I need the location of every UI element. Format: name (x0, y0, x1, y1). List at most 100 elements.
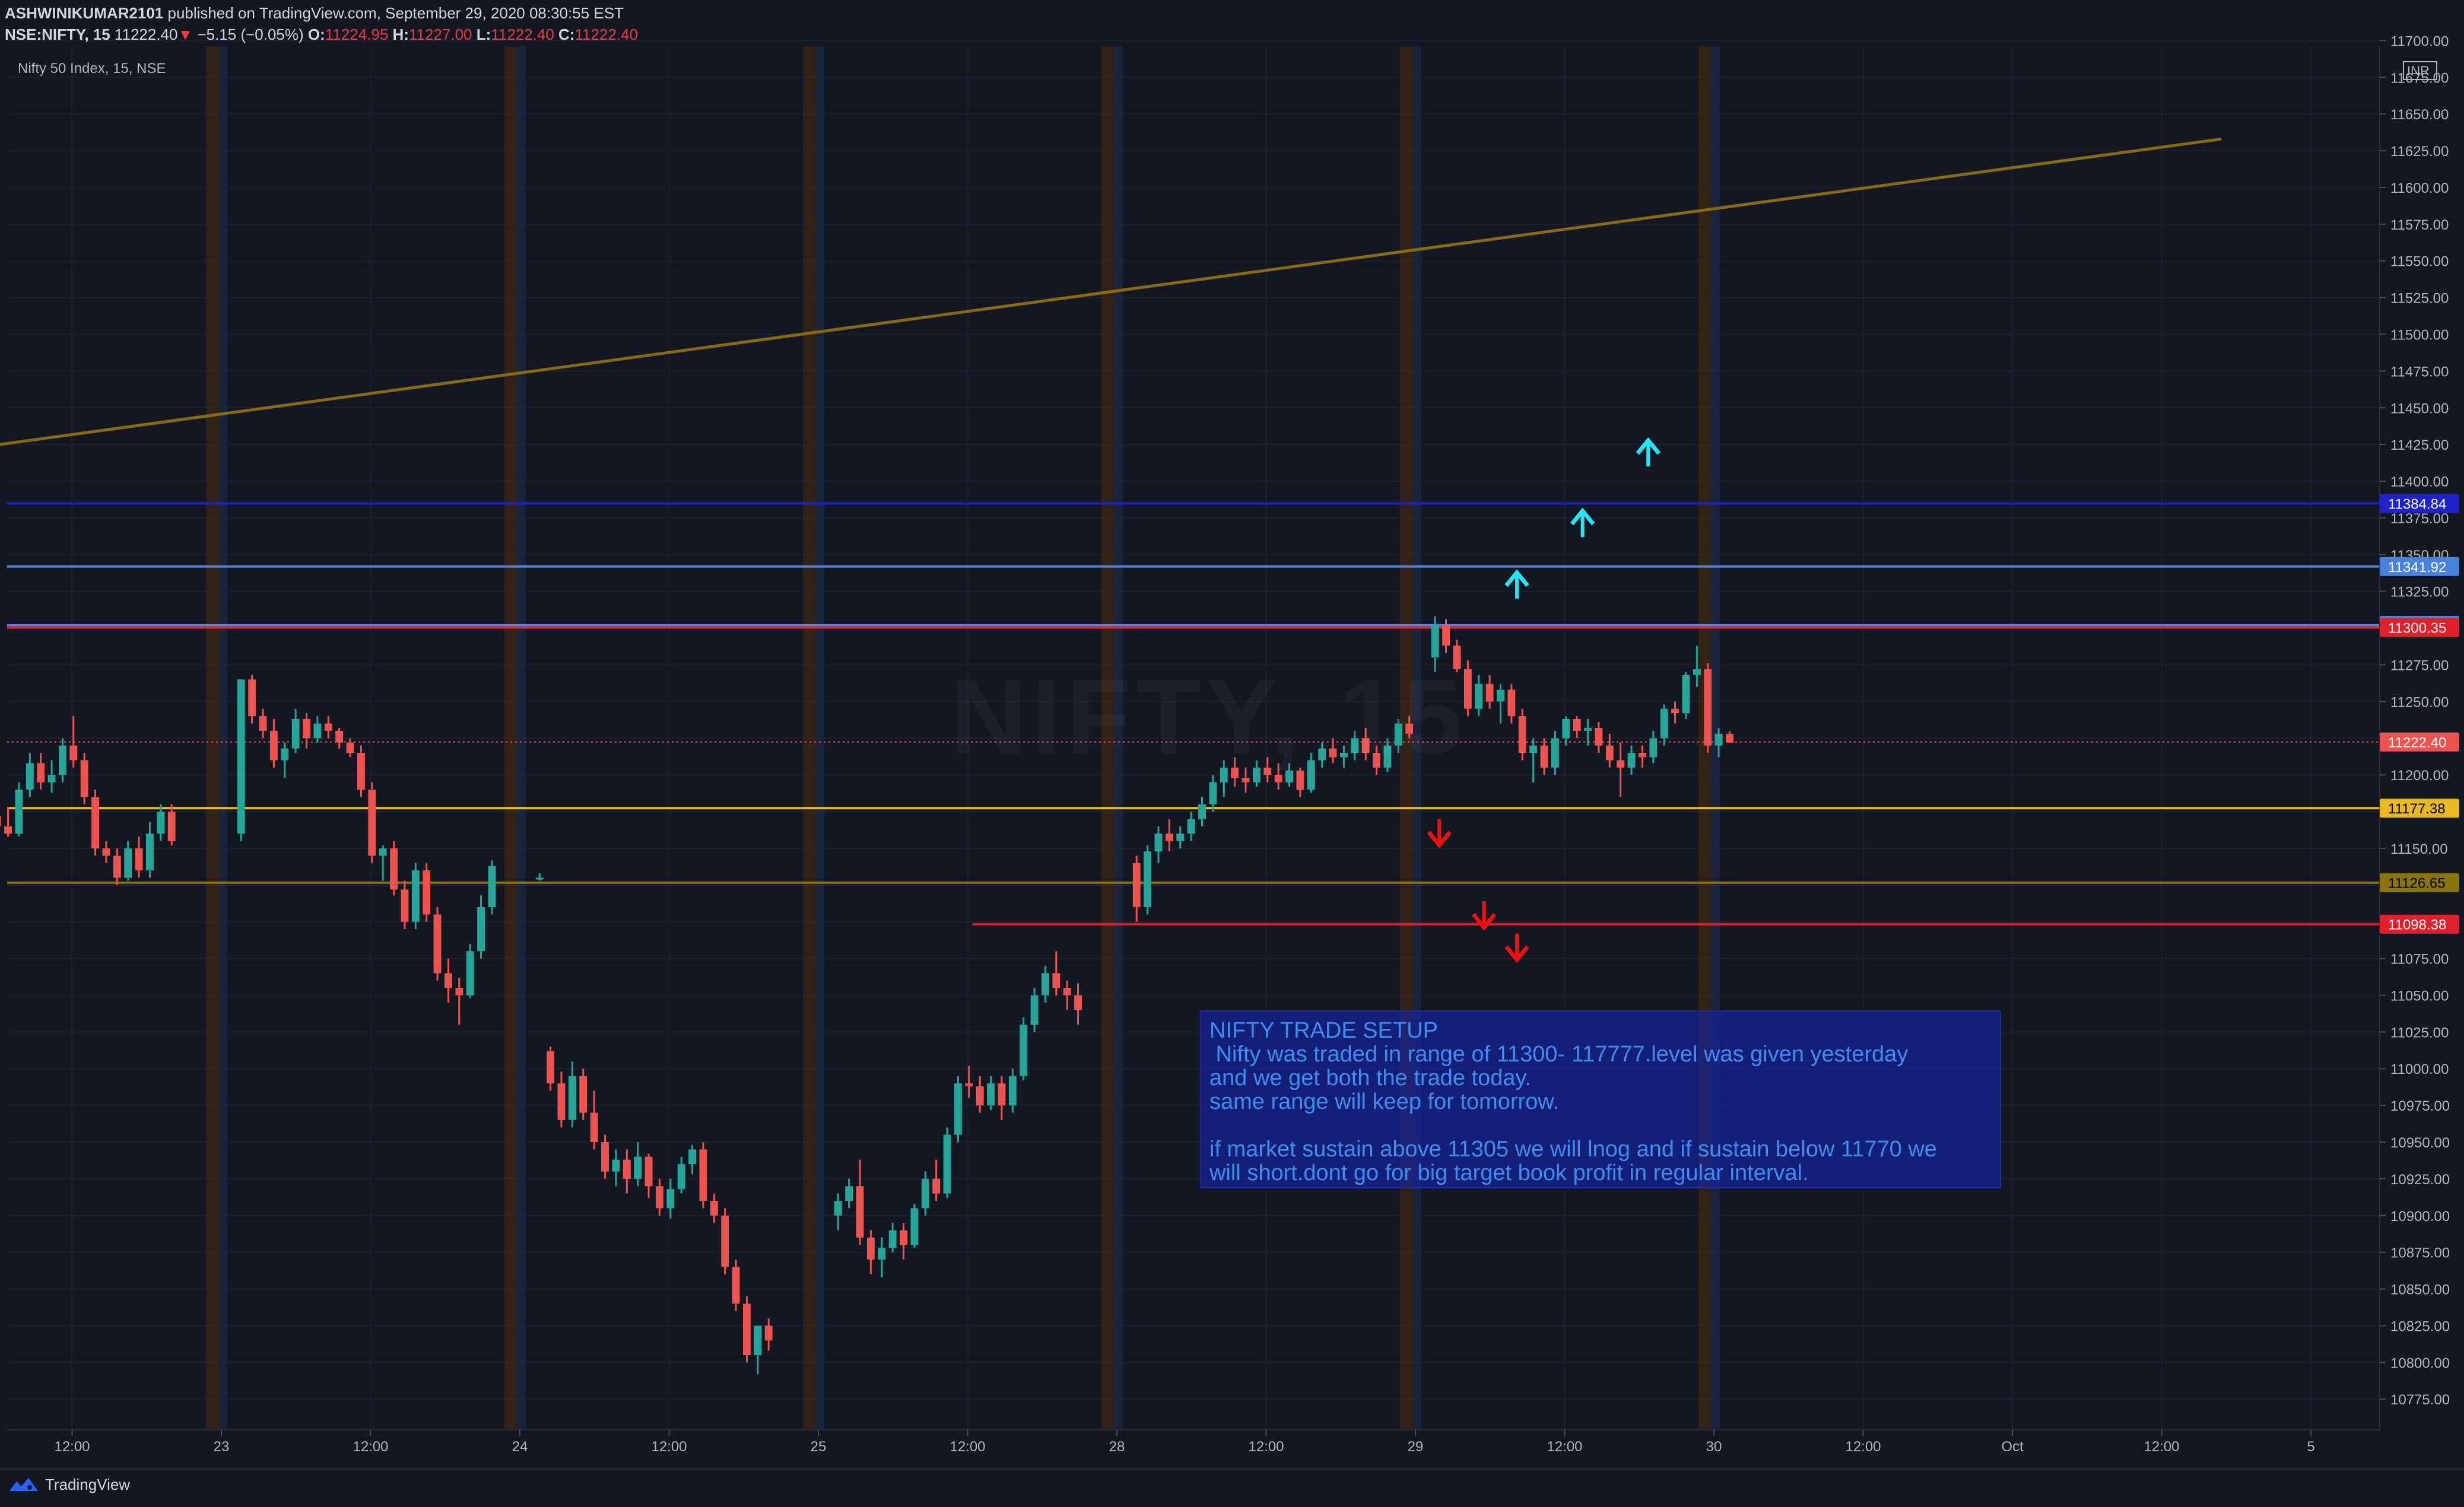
arrow-up-icon[interactable] (1636, 437, 1661, 467)
candle-body[interactable] (1671, 708, 1679, 714)
candle-body[interactable] (444, 973, 452, 988)
candle-body[interactable] (590, 1112, 598, 1143)
candle-body[interactable] (688, 1149, 696, 1165)
candle-body[interactable] (291, 719, 300, 749)
level-price-tag[interactable] (2380, 799, 2459, 818)
tradingview-brand[interactable]: TradingView (8, 1474, 130, 1495)
candle-body[interactable] (1074, 995, 1082, 1010)
candle-body[interactable] (721, 1215, 729, 1267)
candle-body[interactable] (932, 1178, 941, 1194)
candle-body[interactable] (1507, 689, 1516, 717)
candle-body[interactable] (1154, 834, 1163, 851)
candle-body[interactable] (124, 848, 132, 878)
candle-body[interactable] (368, 789, 376, 856)
candle-body[interactable] (579, 1076, 588, 1113)
candle-body[interactable] (1351, 738, 1359, 753)
candle-body[interactable] (1595, 727, 1603, 746)
candle-body[interactable] (0, 816, 1, 826)
candle-body[interactable] (281, 748, 289, 761)
candle-body[interactable] (1704, 669, 1712, 746)
candle-body[interactable] (612, 1159, 620, 1172)
trade-setup-note[interactable]: NIFTY TRADE SETUP Nifty was traded in ra… (1200, 1010, 2001, 1188)
candle-body[interactable] (1529, 745, 1538, 753)
candle-body[interactable] (732, 1267, 740, 1304)
candle-body[interactable] (699, 1149, 707, 1201)
candle-body[interactable] (477, 907, 485, 952)
candle-body[interactable] (1551, 738, 1559, 768)
candle-body[interactable] (15, 789, 23, 834)
candle-body[interactable] (1617, 760, 1625, 768)
candle-body[interactable] (269, 730, 278, 761)
candle-body[interactable] (433, 914, 442, 974)
candle-body[interactable] (1361, 738, 1370, 753)
candle-body[interactable] (146, 834, 154, 871)
candle-body[interactable] (303, 719, 310, 739)
currency-badge[interactable] (2403, 61, 2437, 80)
arrow-down-icon[interactable] (1471, 901, 1497, 931)
candle-body[interactable] (900, 1230, 907, 1245)
candle-body[interactable] (4, 826, 12, 834)
candle-body[interactable] (1693, 669, 1701, 675)
candle-body[interactable] (976, 1086, 984, 1106)
candle-body[interactable] (743, 1303, 751, 1355)
candle-body[interactable] (423, 870, 431, 915)
candle-body[interactable] (1660, 708, 1668, 739)
candle-body[interactable] (845, 1186, 853, 1201)
candle-body[interactable] (754, 1325, 762, 1355)
candle-body[interactable] (1187, 819, 1195, 834)
candle-body[interactable] (259, 716, 267, 731)
candle-body[interactable] (1584, 727, 1592, 731)
candle-body[interactable] (1639, 752, 1646, 758)
candle-body[interactable] (1394, 723, 1402, 746)
arrow-up-icon[interactable] (1504, 569, 1529, 599)
candle-body[interactable] (135, 848, 143, 871)
candle-body[interactable] (167, 812, 176, 841)
candle-body[interactable] (1485, 683, 1494, 702)
candle-body[interactable] (1042, 973, 1049, 996)
candle-body[interactable] (601, 1142, 609, 1172)
candle-body[interactable] (1165, 834, 1173, 841)
candle-body[interactable] (1231, 767, 1239, 778)
candle-body[interactable] (1220, 767, 1228, 783)
candle-body[interactable] (401, 889, 409, 922)
candle-body[interactable] (954, 1083, 962, 1135)
level-price-tag[interactable] (2380, 914, 2459, 934)
candle-body[interactable] (1475, 683, 1483, 709)
candle-body[interactable] (677, 1164, 685, 1190)
candle-body[interactable] (666, 1189, 675, 1209)
candle-body[interactable] (237, 679, 245, 834)
candle-body[interactable] (987, 1083, 995, 1106)
candle-body[interactable] (26, 763, 34, 790)
candle-body[interactable] (335, 730, 344, 743)
candle-body[interactable] (1030, 995, 1039, 1025)
candle-body[interactable] (58, 745, 66, 775)
candle-body[interactable] (346, 742, 354, 753)
candle-body[interactable] (1274, 775, 1282, 783)
candle-body[interactable] (1649, 738, 1658, 758)
candle-body[interactable] (1463, 669, 1472, 709)
candle-body[interactable] (1405, 723, 1414, 734)
candle-body[interactable] (1252, 767, 1260, 783)
candle-body[interactable] (998, 1083, 1006, 1106)
candle-body[interactable] (37, 763, 45, 783)
candle-body[interactable] (455, 988, 463, 996)
author-name[interactable]: ASHWINIKUMAR2101 (5, 4, 164, 22)
candle-body[interactable] (1518, 716, 1526, 753)
candle-body[interactable] (888, 1230, 897, 1248)
candle-body[interactable] (102, 848, 110, 856)
candle-body[interactable] (547, 1051, 555, 1083)
candle-body[interactable] (466, 951, 474, 996)
candle-body[interactable] (1318, 748, 1326, 761)
candle-body[interactable] (1241, 778, 1250, 783)
candle-body[interactable] (390, 848, 398, 890)
candle-body[interactable] (1573, 719, 1581, 731)
candle-body[interactable] (1209, 782, 1217, 805)
candle-body[interactable] (1340, 752, 1348, 758)
arrow-down-icon[interactable] (1427, 819, 1452, 848)
candle-body[interactable] (856, 1186, 864, 1238)
candle-body[interactable] (1132, 863, 1141, 907)
candle-body[interactable] (634, 1156, 642, 1179)
candle-body[interactable] (1627, 752, 1636, 768)
candle-body[interactable] (357, 752, 365, 790)
